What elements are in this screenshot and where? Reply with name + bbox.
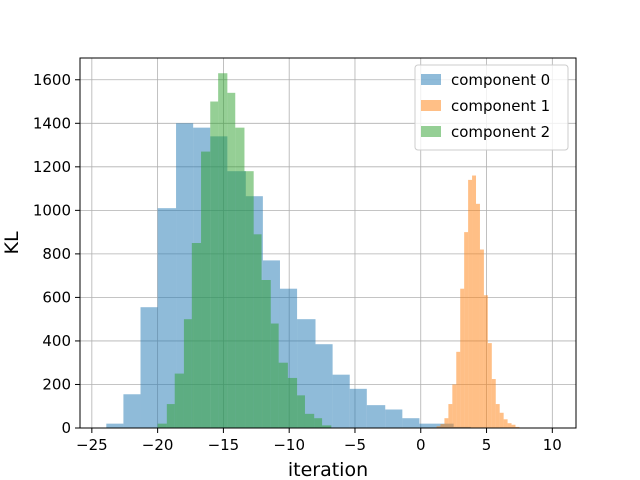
histogram-bar [366, 405, 386, 428]
histogram-bar [464, 232, 469, 428]
histogram-bar [210, 101, 219, 428]
histogram-bar [174, 373, 184, 428]
x-tick-label: 5 [482, 436, 492, 454]
legend-swatch [421, 100, 441, 111]
y-tick-label: 800 [42, 245, 71, 263]
histogram-bar [436, 426, 441, 428]
x-axis-ticks: −25 −20 −15 −10 −5 0 5 10 [76, 428, 562, 454]
legend-box [414, 64, 569, 151]
histogram-bar [491, 379, 496, 428]
histogram-bar [460, 288, 465, 428]
y-tick-label: 1000 [33, 201, 71, 219]
histogram-bar [487, 343, 492, 428]
histogram-bar [106, 423, 124, 428]
histogram-bar [253, 234, 262, 428]
histogram-bar [315, 344, 333, 428]
histogram-bar [456, 351, 461, 428]
histogram-bar [499, 412, 504, 428]
histogram-bar [314, 418, 323, 428]
histogram-bar [304, 413, 315, 428]
x-tick-label: 0 [416, 436, 426, 454]
histogram-bar [479, 249, 484, 428]
series-2-bars [157, 73, 332, 429]
histogram-bar [166, 404, 175, 428]
histogram-bar [472, 175, 477, 428]
histogram-bar [515, 426, 520, 428]
x-tick-label: −25 [76, 436, 108, 454]
y-tick-label: 400 [42, 332, 71, 350]
y-tick-label: 200 [42, 375, 71, 393]
legend-label: component 0 [451, 71, 550, 89]
histogram-bar [476, 203, 480, 428]
histogram-bar [270, 323, 279, 428]
y-tick-label: 1400 [33, 114, 71, 132]
histogram-bar [287, 377, 298, 428]
histogram-bar [440, 424, 445, 428]
histogram-bar [157, 423, 167, 428]
histogram-bar [507, 423, 512, 428]
x-tick-label: −10 [273, 436, 305, 454]
histogram-bar [349, 388, 367, 428]
x-tick-label: −15 [208, 436, 240, 454]
y-tick-label: 1200 [33, 158, 71, 176]
histogram-bar [483, 295, 488, 428]
histogram-bar [511, 424, 516, 428]
histogram-bar [227, 92, 236, 428]
legend-swatch [421, 126, 441, 137]
histogram-bar [140, 307, 158, 428]
x-tick-label: 10 [543, 436, 562, 454]
histogram-bar [503, 419, 508, 428]
histogram-bar [297, 395, 305, 428]
histogram-bar [261, 280, 271, 428]
histogram-bar [332, 374, 350, 428]
histogram-bar [191, 243, 202, 428]
histogram-bars [106, 73, 520, 429]
histogram-bar [448, 404, 453, 428]
legend-label: component 2 [451, 123, 550, 141]
histogram-bar [244, 171, 254, 429]
y-axis-label: KL [1, 231, 23, 254]
histogram-bar [322, 425, 332, 428]
histogram-bar [157, 208, 177, 428]
histogram-bar [495, 404, 500, 428]
histogram-bar [452, 384, 457, 428]
legend-swatch [421, 74, 441, 85]
histogram-bar [123, 394, 141, 428]
y-tick-label: 1600 [33, 71, 71, 89]
histogram-bar [235, 127, 245, 428]
y-tick-label: 0 [61, 419, 71, 437]
histogram-bar [218, 73, 228, 428]
histogram-bar [385, 409, 403, 428]
legend: component 0 component 1 component 2 [414, 64, 569, 151]
y-axis-ticks: 0 200 400 600 800 1000 1200 1400 1600 [33, 71, 80, 437]
plot-frame [79, 57, 577, 429]
legend-label: component 1 [451, 97, 550, 115]
x-tick-label: −5 [344, 436, 366, 454]
histogram-bar [201, 151, 211, 428]
histogram-bar [419, 423, 437, 428]
histogram-bar [183, 319, 192, 428]
histogram-bar [444, 418, 449, 428]
x-axis-label: iteration [288, 459, 368, 480]
histogram-bar [402, 418, 420, 428]
histogram-bar [468, 179, 473, 428]
histogram-bar [278, 362, 288, 428]
y-tick-label: 600 [42, 288, 71, 306]
series-1-bars [436, 175, 520, 428]
x-tick-label: −20 [142, 436, 174, 454]
